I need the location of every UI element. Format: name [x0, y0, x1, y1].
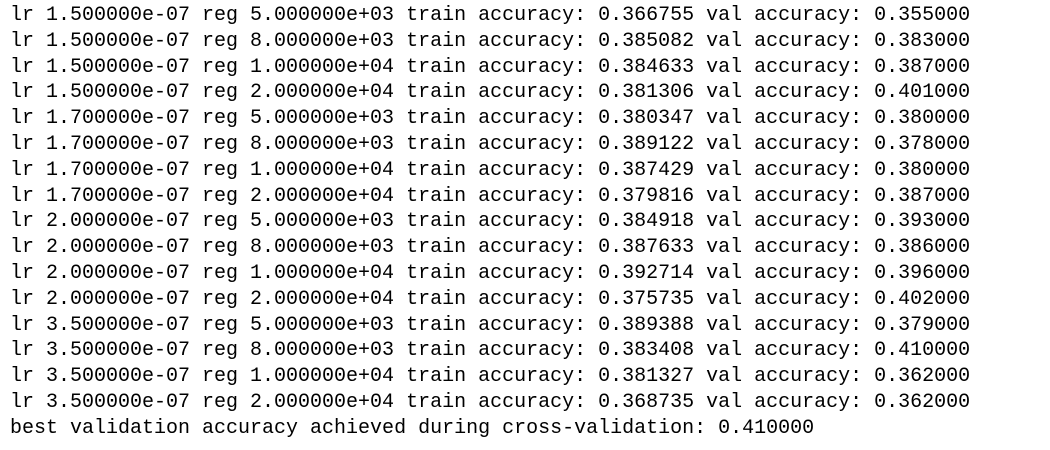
output-line: lr 1.500000e-07 reg 1.000000e+04 train a…	[10, 55, 971, 79]
output-line: lr 1.700000e-07 reg 8.000000e+03 train a…	[10, 132, 971, 156]
output-line: lr 3.500000e-07 reg 1.000000e+04 train a…	[10, 365, 971, 389]
summary-line: best validation accuracy achieved during…	[10, 416, 815, 440]
output-line: lr 2.000000e-07 reg 2.000000e+04 train a…	[10, 287, 971, 311]
output-line: lr 1.500000e-07 reg 8.000000e+03 train a…	[10, 29, 971, 53]
output-line: lr 3.500000e-07 reg 8.000000e+03 train a…	[10, 339, 971, 363]
console-output: lr 1.500000e-07 reg 5.000000e+03 train a…	[10, 3, 970, 442]
output-line: lr 1.700000e-07 reg 2.000000e+04 train a…	[10, 184, 971, 208]
output-line: lr 2.000000e-07 reg 1.000000e+04 train a…	[10, 261, 971, 285]
output-line: lr 1.700000e-07 reg 1.000000e+04 train a…	[10, 158, 971, 182]
output-line: lr 3.500000e-07 reg 5.000000e+03 train a…	[10, 313, 971, 337]
output-line: lr 2.000000e-07 reg 8.000000e+03 train a…	[10, 236, 971, 260]
output-line: lr 2.000000e-07 reg 5.000000e+03 train a…	[10, 210, 971, 234]
output-line: lr 1.500000e-07 reg 5.000000e+03 train a…	[10, 4, 971, 27]
output-line: lr 1.700000e-07 reg 5.000000e+03 train a…	[10, 107, 971, 131]
output-line: lr 1.500000e-07 reg 2.000000e+04 train a…	[10, 81, 971, 105]
output-line: lr 3.500000e-07 reg 2.000000e+04 train a…	[10, 390, 971, 414]
